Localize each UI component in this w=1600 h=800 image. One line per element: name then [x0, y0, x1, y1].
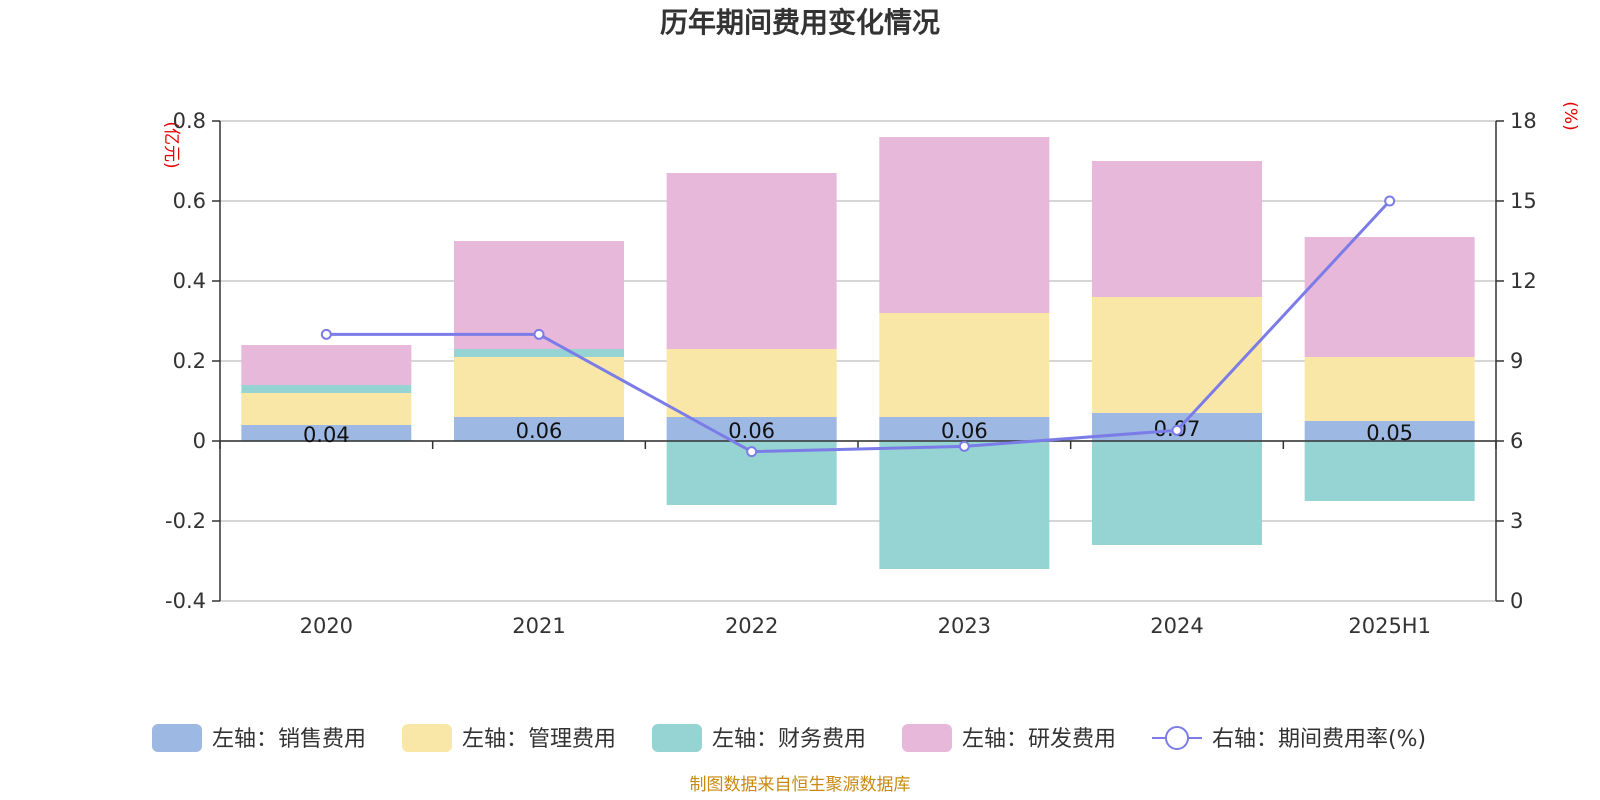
rate-point — [1384, 195, 1396, 207]
bar-segment — [879, 137, 1050, 313]
legend-swatch — [902, 724, 952, 752]
left-axis-unit: (亿元) — [161, 121, 181, 168]
left-axis-tick-label: -0.2 — [165, 509, 206, 533]
bar-segment — [1304, 421, 1475, 441]
bar-segment — [1092, 441, 1262, 545]
left-axis-tick-label: 0.2 — [173, 349, 206, 373]
bars — [241, 137, 1475, 569]
bar-segment — [879, 441, 1050, 569]
data-label: 0.06 — [516, 419, 563, 443]
x-axis-tick-label: 2022 — [725, 614, 778, 638]
left-axis-tick-label: 0.4 — [173, 269, 206, 293]
legend-label: 右轴：期间费用率(%) — [1212, 727, 1426, 752]
left-axis-tick-label: 0 — [193, 429, 206, 453]
right-axis-tick-label: 12 — [1510, 269, 1537, 293]
legend-swatch — [402, 724, 452, 752]
grid-lines — [220, 120, 1496, 602]
bar-segment — [454, 417, 624, 441]
bar-segment — [1304, 441, 1475, 501]
legend-label: 左轴：管理费用 — [462, 727, 616, 752]
data-label: 0.05 — [1366, 421, 1413, 445]
data-labels: 0.040.060.060.060.070.05 — [303, 417, 1413, 447]
data-label: 0.04 — [303, 423, 350, 447]
right-axis-tick-label: 0 — [1510, 589, 1523, 613]
right-axis-tick-label: 15 — [1510, 189, 1537, 213]
chart-title: 历年期间费用变化情况 — [660, 6, 940, 39]
rate-line-path — [326, 199, 1391, 454]
bar-segment — [241, 425, 412, 441]
rate-point — [958, 440, 970, 452]
bar-segment — [666, 349, 837, 417]
x-axis-tick-label: 2023 — [938, 614, 991, 638]
legend-label: 左轴：财务费用 — [712, 727, 866, 752]
rate-point — [533, 328, 545, 340]
x-axis-tick-label: 2024 — [1150, 614, 1203, 638]
right-axis-unit: (%) — [1560, 101, 1580, 130]
axes: -0.4 -0.2 0 0.2 0.4 0.6 0.8 0 3 6 9 12 15 18 2020 2021 2… — [165, 109, 1537, 638]
source-note: 制图数据来自恒生聚源数据库 — [690, 775, 911, 795]
data-label: 0.06 — [941, 419, 988, 443]
data-label: 0.06 — [728, 419, 775, 443]
legend-label: 左轴：研发费用 — [962, 727, 1116, 752]
legend-marker — [1165, 726, 1189, 750]
right-axis-tick-label: 9 — [1510, 349, 1523, 373]
bar-segment — [241, 385, 412, 393]
rate-line — [320, 195, 1396, 458]
right-axis-tick-label: 6 — [1510, 429, 1523, 453]
bar-segment — [666, 173, 837, 349]
bar-segment — [1092, 161, 1262, 297]
bar-segment — [454, 349, 624, 357]
legend-swatch — [652, 724, 702, 752]
bar-segment — [241, 393, 412, 425]
legend-label: 左轴：销售费用 — [212, 727, 366, 752]
left-axis-tick-label: 0.6 — [173, 189, 206, 213]
rate-point — [746, 446, 758, 458]
bar-segment — [1304, 357, 1475, 421]
bar-segment — [1092, 297, 1262, 413]
x-axis-tick-label: 2020 — [300, 614, 353, 638]
legend-swatch — [152, 724, 202, 752]
bar-segment — [1304, 237, 1475, 357]
left-axis-tick-label: -0.4 — [165, 589, 206, 613]
x-axis-tick-label: 2025H1 — [1348, 614, 1431, 638]
legend: 左轴：销售费用 左轴：管理费用 左轴：财务费用 左轴：研发费用 右轴：期间费用率(%) — [152, 724, 1426, 752]
bar-segment — [879, 417, 1050, 441]
x-axis-tick-label: 2021 — [512, 614, 565, 638]
rate-point — [1171, 424, 1183, 436]
right-axis-tick-label: 3 — [1510, 509, 1523, 533]
right-axis-tick-label: 18 — [1510, 109, 1537, 133]
bar-segment — [241, 345, 412, 385]
bar-segment — [879, 313, 1050, 417]
left-axis-tick-label: 0.8 — [173, 109, 206, 133]
rate-point — [320, 328, 332, 340]
